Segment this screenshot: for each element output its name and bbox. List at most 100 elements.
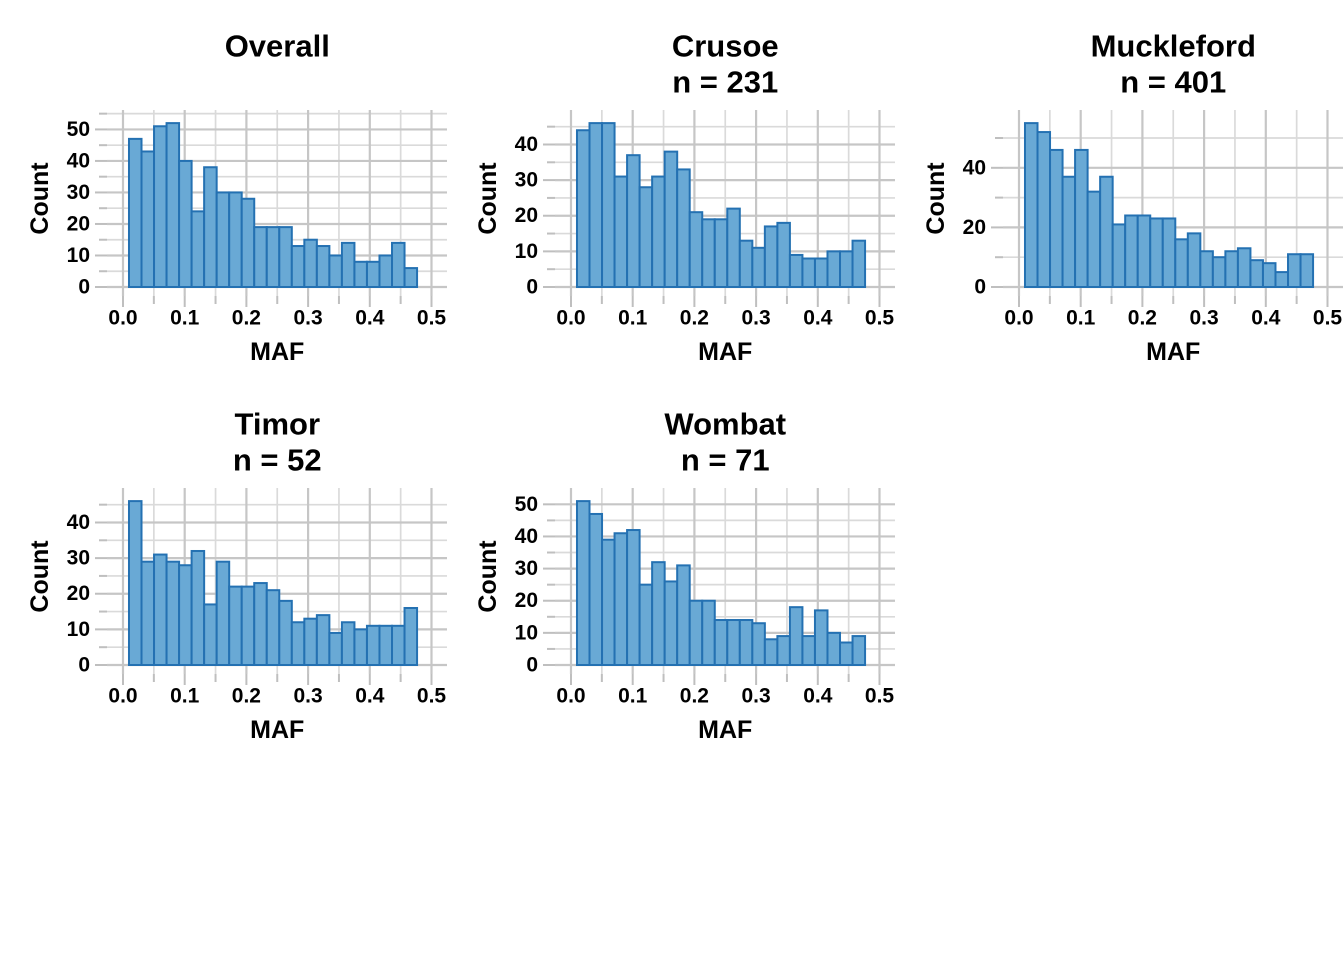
histogram-bar: [826, 250, 842, 288]
panel-overall: 0.0 0.1 0.2 0.3 0.4 0.5 0 10 20 30 40 50 MAF Count Ove…: [26, 29, 447, 366]
panel-crusoe: 0.0 0.1 0.2 0.3 0.4 0.5 0 10 20 30 40 MAF Count Cruso…: [474, 29, 895, 366]
histogram-bar: [813, 609, 829, 667]
histogram-bar: [240, 585, 256, 667]
x-tick-label: 0.2: [232, 307, 261, 330]
histogram-bar: [663, 580, 679, 667]
x-tick-label: 0.4: [355, 307, 385, 330]
histogram-bar: [165, 122, 181, 288]
y-tick-label: 40: [515, 133, 538, 156]
y-tick-label: 0: [78, 276, 90, 299]
axis-ticks: [95, 503, 433, 685]
panel-muckleford: 0.0 0.1 0.2 0.3 0.4 0.5 0 20 40 MAF Count Mucklefor…: [922, 29, 1343, 366]
y-tick-label: 20: [963, 216, 986, 239]
histogram-bar: [240, 197, 256, 288]
panel-subtitle: n = 71: [681, 443, 770, 478]
histogram-bar: [626, 529, 641, 666]
histogram-bar: [127, 500, 143, 666]
histogram-bar: [1049, 148, 1064, 288]
histogram-bar: [801, 635, 816, 666]
histogram-bar: [303, 238, 318, 289]
histogram-bar: [140, 560, 156, 666]
x-tick-label: 0.3: [293, 307, 322, 330]
tick-labels: 0.0 0.1 0.2 0.3 0.4 0.5 0 20 40: [963, 156, 1343, 329]
x-tick-label: 0.0: [556, 307, 585, 330]
histogram-bar: [1299, 253, 1315, 289]
histogram-bar: [688, 211, 704, 288]
tick-labels: 0.0 0.1 0.2 0.3 0.4 0.5 0 10 20 30 40 50: [67, 118, 447, 330]
histogram-bar: [1036, 131, 1052, 288]
y-tick-label: 30: [67, 547, 90, 570]
y-tick-label: 20: [67, 582, 90, 605]
panel-title: Wombat: [664, 407, 786, 442]
axis-ticks: [991, 137, 1329, 307]
histogram-bar: [340, 241, 356, 288]
histogram-bar: [826, 631, 842, 667]
y-tick-label: 30: [515, 557, 538, 580]
y-tick-label: 0: [526, 276, 538, 299]
histogram-bar: [601, 122, 616, 288]
histogram-bar: [365, 624, 381, 666]
histogram-bar: [253, 582, 268, 666]
histogram-bar: [303, 617, 318, 667]
histogram-bar: [228, 585, 243, 667]
histogram-bar: [265, 226, 281, 288]
histogram-bar: [1086, 190, 1102, 289]
y-tick-label: 0: [526, 654, 538, 677]
histogram-bar: [215, 191, 231, 288]
y-tick-label: 20: [515, 589, 538, 612]
histogram-bar: [713, 619, 729, 666]
y-axis-title: Count: [474, 162, 502, 235]
panel-subtitle: n = 52: [233, 443, 322, 478]
x-tick-label: 0.2: [232, 685, 261, 708]
x-tick-label: 0.0: [1004, 307, 1033, 330]
histogram-bars: [127, 500, 419, 667]
x-tick-label: 0.3: [741, 685, 770, 708]
y-tick-label: 40: [515, 525, 538, 548]
histogram-bar: [1061, 175, 1077, 289]
histogram-bar: [613, 532, 629, 666]
x-tick-label: 0.3: [1189, 307, 1218, 330]
histogram-bar: [1274, 271, 1290, 289]
histogram-bar: [713, 218, 729, 288]
y-tick-label: 10: [67, 618, 90, 641]
histogram-bar: [763, 225, 779, 289]
histogram-bar: [365, 260, 381, 288]
y-tick-label: 0: [974, 276, 986, 299]
histogram-bar: [788, 253, 804, 288]
histogram-bars: [575, 500, 867, 667]
histogram-bar: [1174, 238, 1189, 288]
x-tick-label: 0.0: [556, 685, 585, 708]
histogram-bar: [190, 210, 206, 289]
y-tick-label: 40: [67, 149, 90, 172]
histogram-bar: [738, 239, 754, 289]
x-axis-title: MAF: [250, 338, 304, 366]
x-axis-title: MAF: [698, 716, 752, 744]
histogram-bar: [688, 599, 704, 666]
x-tick-label: 0.5: [865, 685, 895, 708]
histogram-bar: [378, 624, 394, 666]
x-tick-label: 0.0: [108, 307, 137, 330]
y-tick-label: 40: [67, 511, 90, 534]
axis-ticks: [543, 125, 881, 307]
y-tick-label: 0: [78, 654, 90, 677]
y-tick-label: 40: [963, 156, 986, 179]
y-tick-label: 20: [515, 204, 538, 227]
histogram-bar: [839, 250, 854, 288]
x-tick-label: 0.3: [741, 307, 770, 330]
histogram-bar: [315, 245, 331, 288]
histogram-bar: [1199, 250, 1214, 289]
x-tick-label: 0.1: [618, 307, 648, 330]
panel-timor: 0.0 0.1 0.2 0.3 0.4 0.5 0 10 20 30 40 MAF Count Timor…: [26, 407, 447, 744]
histogram-bar: [651, 175, 666, 289]
histogram-bar: [328, 254, 343, 289]
histogram-bar: [701, 599, 716, 666]
x-axis-title: MAF: [250, 716, 304, 744]
histogram-bar: [626, 154, 641, 288]
histogram-bar: [340, 621, 356, 667]
histogram-bar: [165, 560, 181, 666]
panel-wombat: 0.0 0.1 0.2 0.3 0.4 0.5 0 10 20 30 40 50 MAF Count Wom…: [474, 407, 895, 744]
histogram-bar: [1287, 253, 1302, 289]
histogram-bar: [1249, 259, 1264, 289]
histogram-bar: [140, 150, 156, 288]
histogram-bar: [726, 619, 741, 666]
